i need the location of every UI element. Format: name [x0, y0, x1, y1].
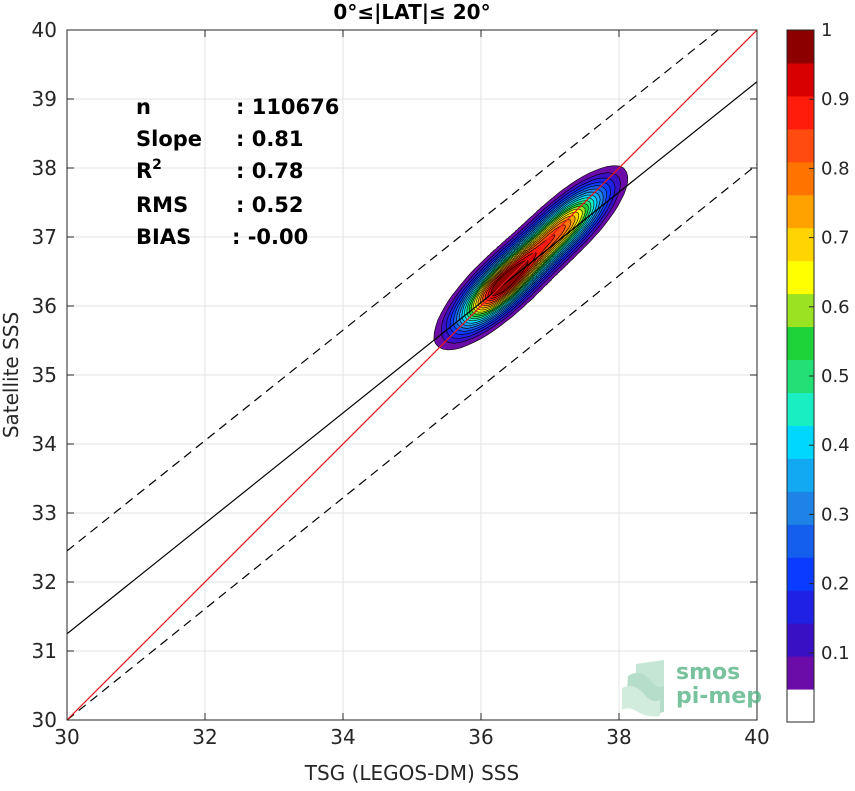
colorbar-swatch: [787, 161, 814, 196]
stat-value: : 0.81: [236, 127, 304, 151]
watermark-line2: pi-mep: [676, 684, 762, 709]
stat-label: RMS: [136, 193, 188, 217]
colorbar-tick-label: 0.1: [821, 643, 850, 664]
upper-bound-line: [67, 30, 720, 552]
x-tick-label: 30: [54, 725, 79, 749]
watermark-logo: smos pi-mep: [622, 660, 762, 717]
x-tick-label: 32: [192, 725, 217, 749]
y-axis: 30 31 32 33 34 35 36 37 38 39 40: [32, 18, 757, 732]
regression-fit-line: [67, 81, 757, 635]
lower-bound-line: [67, 164, 757, 720]
colorbar-tick-label: 0.4: [821, 435, 850, 456]
colorbar-swatch: [787, 293, 814, 328]
colorbar-swatch: [787, 590, 814, 624]
regression-lines: [67, 30, 757, 720]
stat-value: : -0.00: [232, 225, 308, 249]
x-tick-label: 36: [468, 725, 493, 749]
colorbar: 0.1 0.2 0.3 0.4 0.5 0.6 0.7 0.8 0.9 1: [786, 20, 850, 723]
colorbar-tick-label: 1: [821, 20, 832, 41]
y-tick-label: 39: [32, 87, 57, 111]
colorbar-tick-label: 0.3: [821, 504, 850, 525]
smos-logo-icon: [622, 660, 664, 717]
x-axis: 30 32 34 36 38 40: [54, 30, 770, 749]
colorbar-swatch: [787, 623, 814, 657]
x-tick-label: 38: [606, 725, 631, 749]
y-tick-label: 40: [32, 18, 57, 42]
colorbar-swatch: [787, 656, 814, 690]
y-tick-label: 31: [32, 639, 57, 663]
stat-value: : 0.52: [236, 193, 304, 217]
y-tick-label: 35: [32, 363, 57, 387]
colorbar-swatch: [787, 524, 814, 558]
stat-value: : 110676: [236, 95, 339, 119]
one-to-one-line: [67, 30, 757, 720]
grid: [66, 29, 758, 721]
y-tick-label: 30: [32, 708, 57, 732]
colorbar-swatch: [787, 689, 814, 723]
colorbar-swatch: [787, 62, 814, 97]
x-tick-label: 40: [744, 725, 769, 749]
y-tick-label: 38: [32, 156, 57, 180]
x-axis-label: TSG (LEGOS-DM) SSS: [304, 761, 519, 785]
stat-label: Slope: [136, 127, 202, 151]
colorbar-tick-label: 0.5: [821, 366, 850, 387]
colorbar-swatch: [787, 557, 814, 591]
colorbar-swatch: [787, 95, 814, 130]
colorbar-tick-label: 0.2: [821, 574, 850, 595]
colorbar-tick-label: 0.7: [821, 228, 850, 249]
watermark-line1: smos: [676, 660, 740, 685]
stat-label-superscript: 2: [152, 157, 162, 173]
colorbar-tick-label: 0.8: [821, 158, 850, 179]
colorbar-swatch: [787, 128, 814, 163]
colorbar-swatch: [787, 260, 814, 295]
y-tick-label: 32: [32, 570, 57, 594]
colorbar-tick-label: 0.9: [821, 89, 850, 110]
y-tick-label: 33: [32, 501, 57, 525]
colorbar-tick-label: 0.6: [821, 297, 850, 318]
stat-label: n: [136, 95, 151, 119]
chart-title: 0°≤|LAT|≤ 20°: [333, 0, 490, 24]
y-tick-label: 34: [32, 432, 57, 456]
colorbar-swatch: [787, 30, 814, 64]
y-axis-label: Satellite SSS: [0, 312, 23, 438]
stat-label: BIAS: [136, 225, 191, 249]
colorbar-swatch: [787, 227, 814, 262]
y-tick-label: 36: [32, 294, 57, 318]
x-tick-label: 34: [330, 725, 355, 749]
colorbar-swatch: [787, 194, 814, 229]
y-tick-label: 37: [32, 225, 57, 249]
colorbar-swatch: [787, 392, 814, 426]
colorbar-swatch: [787, 458, 814, 492]
stat-value: : 0.78: [236, 159, 304, 183]
colorbar-swatch: [787, 425, 814, 459]
colorbar-swatch: [787, 326, 814, 361]
colorbar-swatch: [787, 491, 814, 525]
